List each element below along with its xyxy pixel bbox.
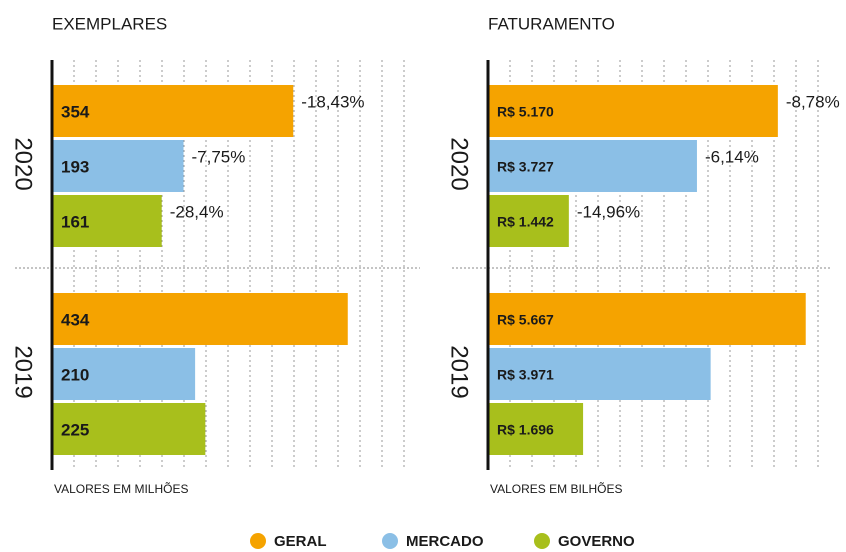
axis-note: VALORES EM BILHÕES <box>490 481 623 496</box>
change-label: -8,78% <box>786 92 840 111</box>
value-label: 434 <box>61 310 90 329</box>
change-label: -18,43% <box>301 92 364 111</box>
legend-label: GERAL <box>274 533 327 550</box>
bar <box>52 195 162 247</box>
bar <box>488 293 806 345</box>
value-label: 354 <box>61 102 90 121</box>
value-label: 193 <box>61 157 89 176</box>
bar <box>488 403 584 455</box>
bar <box>488 85 778 137</box>
bar <box>488 348 711 400</box>
legend-swatch <box>250 533 266 549</box>
chart-title: FATURAMENTO <box>488 14 615 33</box>
value-label: R$ 3.727 <box>497 159 554 175</box>
chart-title: EXEMPLARES <box>52 14 167 33</box>
value-label: R$ 1.442 <box>497 214 554 230</box>
year-label: 2019 <box>446 345 473 398</box>
change-label: -14,96% <box>577 202 640 221</box>
change-label: -28,4% <box>170 202 224 221</box>
year-label: 2020 <box>10 137 37 190</box>
legend-swatch <box>534 533 550 549</box>
value-label: R$ 5.170 <box>497 104 554 120</box>
value-label: R$ 3.971 <box>497 367 554 383</box>
value-label: 161 <box>61 212 89 231</box>
axis-note: VALORES EM MILHÕES <box>54 481 188 496</box>
year-label: 2020 <box>446 137 473 190</box>
value-label: R$ 5.667 <box>497 312 554 328</box>
year-label: 2019 <box>10 345 37 398</box>
bar <box>52 403 206 455</box>
value-label: 210 <box>61 365 89 384</box>
legend-label: GOVERNO <box>558 533 635 550</box>
bar <box>488 195 569 247</box>
bar <box>52 293 348 345</box>
bar <box>52 348 196 400</box>
legend-label: MERCADO <box>406 533 484 550</box>
change-label: -6,14% <box>705 147 759 166</box>
value-label: R$ 1.696 <box>497 422 554 438</box>
legend-swatch <box>382 533 398 549</box>
bar <box>488 140 697 192</box>
bar <box>52 85 294 137</box>
bar <box>52 140 184 192</box>
value-label: 225 <box>61 420 89 439</box>
change-label: -7,75% <box>192 147 246 166</box>
